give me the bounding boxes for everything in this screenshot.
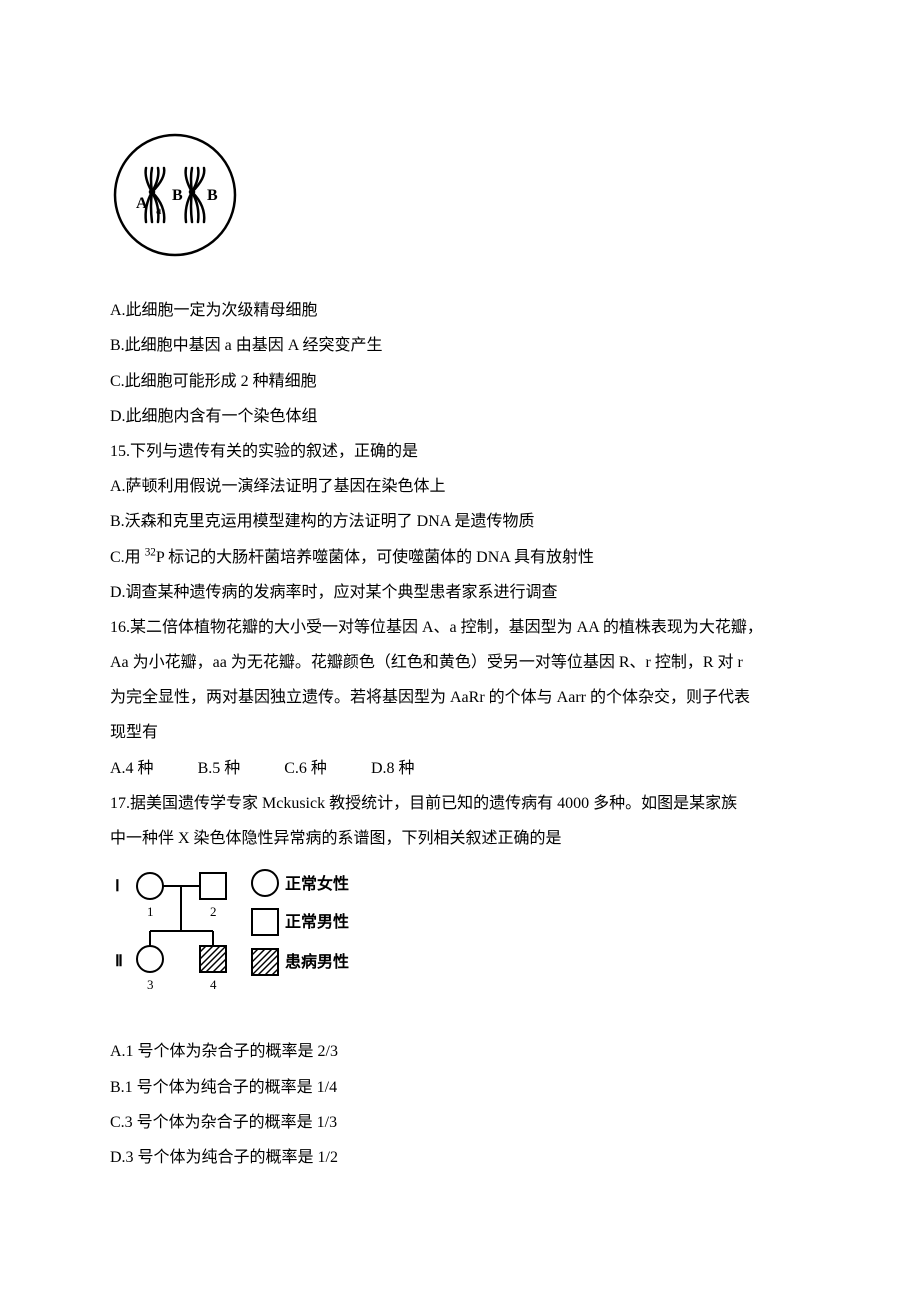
cell-diagram-figure: A a B B	[110, 130, 810, 273]
q17-option-c: C.3 号个体为杂合子的概率是 1/3	[110, 1105, 810, 1140]
q14-option-b: B.此细胞中基因 a 由基因 A 经突变产生	[110, 328, 810, 363]
q15-optc-post: P 标记的大肠杆菌培养噬菌体，可使噬菌体的 DNA 具有放射性	[156, 549, 594, 566]
legend-normal-male: 正常男性	[285, 912, 349, 931]
gen1-label: Ⅰ	[115, 878, 120, 895]
q16-option-b: B.5 种	[198, 751, 241, 786]
q14-option-c: C.此细胞可能形成 2 种精细胞	[110, 364, 810, 399]
q14-option-d: D.此细胞内含有一个染色体组	[110, 399, 810, 434]
q17-option-d: D.3 号个体为纯合子的概率是 1/2	[110, 1140, 810, 1175]
q17-stem1: 17.据美国遗传学专家 Mckusick 教授统计，目前已知的遗传病有 4000…	[110, 786, 810, 821]
cell-diagram-svg: A a B B	[110, 130, 240, 260]
q16-option-a: A.4 种	[110, 751, 154, 786]
q15-option-a: A.萨顿利用假说一演绎法证明了基因在染色体上	[110, 469, 810, 504]
label-A: A	[136, 195, 148, 212]
legend-affected-male: 患病男性	[285, 952, 349, 971]
num1: 1	[147, 904, 154, 919]
gen2-label: Ⅱ	[115, 953, 123, 970]
label-B2: B	[207, 187, 218, 204]
q15-option-d: D.调查某种遗传病的发病率时，应对某个典型患者家系进行调查	[110, 575, 810, 610]
q14-option-a: A.此细胞一定为次级精母细胞	[110, 293, 810, 328]
q16-option-c: C.6 种	[284, 751, 327, 786]
q17-stem2: 中一种伴 X 染色体隐性异常病的系谱图，下列相关叙述正确的是	[110, 821, 810, 856]
q16-stem2: Aa 为小花瓣，aa 为无花瓣。花瓣颜色（红色和黄色）受另一对等位基因 R、r …	[110, 645, 810, 680]
legend-normal-female: 正常女性	[285, 874, 349, 893]
q15-option-c: C.用 32P 标记的大肠杆菌培养噬菌体，可使噬菌体的 DNA 具有放射性	[110, 540, 810, 575]
label-B1: B	[172, 187, 183, 204]
q15-stem: 15.下列与遗传有关的实验的叙述，正确的是	[110, 434, 810, 469]
q15-optc-pre: C.用	[110, 549, 145, 566]
num2: 2	[210, 904, 217, 919]
q15-optc-sup: 32	[145, 546, 156, 558]
pedigree-figure: Ⅰ Ⅱ 1 2 3	[110, 856, 810, 1014]
q16-stem4: 现型有	[110, 715, 810, 750]
q16-stem3: 为完全显性，两对基因独立遗传。若将基因型为 AaRr 的个体与 Aarr 的个体…	[110, 680, 810, 715]
num4: 4	[210, 977, 217, 992]
q17-option-b: B.1 号个体为纯合子的概率是 1/4	[110, 1070, 810, 1105]
q16-stem1: 16.某二倍体植物花瓣的大小受一对等位基因 A、a 控制，基因型为 AA 的植株…	[110, 610, 810, 645]
num3: 3	[147, 977, 154, 992]
pedigree-svg: Ⅰ Ⅱ 1 2 3	[110, 861, 400, 996]
q17-option-a: A.1 号个体为杂合子的概率是 2/3	[110, 1034, 810, 1069]
q16-option-d: D.8 种	[371, 751, 415, 786]
q15-option-b: B.沃森和克里克运用模型建构的方法证明了 DNA 是遗传物质	[110, 504, 810, 539]
label-a: a	[156, 203, 162, 217]
q16-options: A.4 种 B.5 种 C.6 种 D.8 种	[110, 751, 810, 786]
